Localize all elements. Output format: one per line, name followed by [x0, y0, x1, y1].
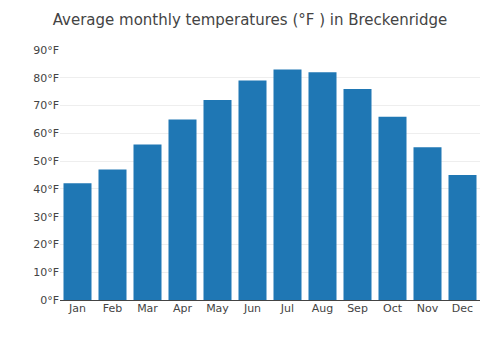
svg-text:60°F: 60°F — [33, 127, 59, 140]
svg-text:0°F: 0°F — [40, 294, 59, 307]
svg-text:Oct: Oct — [383, 302, 403, 315]
svg-text:10°F: 10°F — [33, 266, 59, 279]
svg-text:Jun: Jun — [243, 302, 261, 315]
svg-text:20°F: 20°F — [33, 238, 59, 251]
svg-text:80°F: 80°F — [33, 72, 59, 85]
svg-text:May: May — [206, 302, 229, 315]
svg-text:Average monthly temperatures (: Average monthly temperatures (°F ) in Br… — [53, 11, 448, 29]
svg-text:Dec: Dec — [452, 302, 473, 315]
svg-text:50°F: 50°F — [33, 155, 59, 168]
svg-text:Mar: Mar — [137, 302, 158, 315]
svg-text:90°F: 90°F — [33, 44, 59, 57]
svg-text:Feb: Feb — [103, 302, 122, 315]
svg-text:40°F: 40°F — [33, 183, 59, 196]
svg-text:Aug: Aug — [312, 302, 333, 315]
svg-text:Apr: Apr — [173, 302, 193, 315]
svg-text:Nov: Nov — [417, 302, 439, 315]
svg-text:Sep: Sep — [347, 302, 368, 315]
svg-text:30°F: 30°F — [33, 211, 59, 224]
svg-text:Jul: Jul — [280, 302, 294, 315]
svg-text:Jan: Jan — [68, 302, 86, 315]
svg-text:70°F: 70°F — [33, 99, 59, 112]
